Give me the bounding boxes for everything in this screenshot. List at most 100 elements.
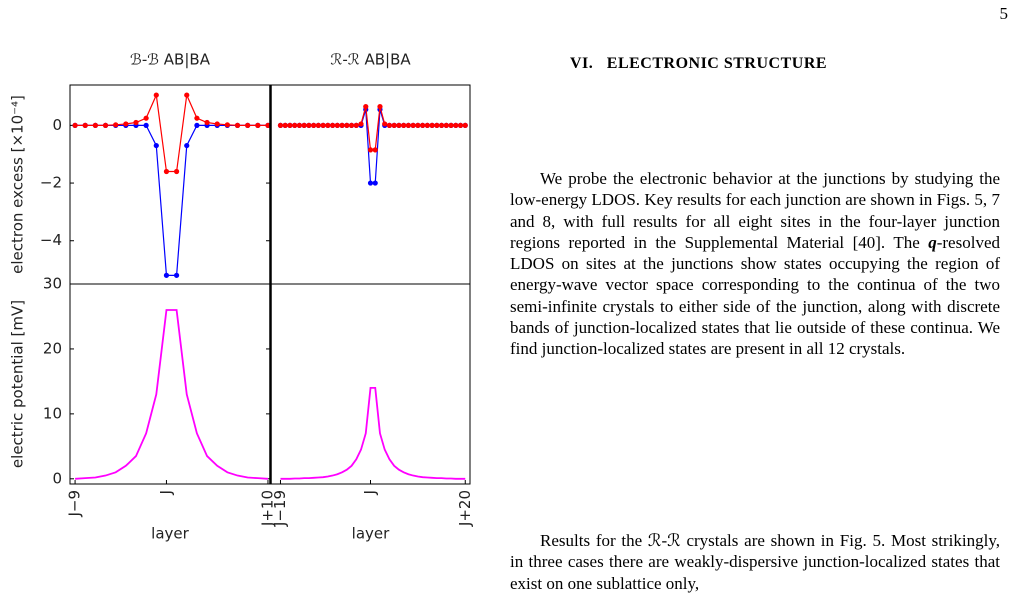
data-point — [194, 115, 200, 121]
text: q — [928, 232, 937, 252]
data-point — [306, 122, 312, 128]
data-point — [401, 122, 407, 128]
data-point — [344, 122, 350, 128]
series-line — [75, 92, 268, 173]
data-point — [410, 122, 416, 128]
data-point — [367, 180, 374, 186]
data-point — [163, 168, 170, 175]
data-point — [339, 122, 345, 128]
data-point — [367, 147, 374, 153]
x-axis-label: layer — [352, 525, 390, 543]
data-point — [173, 168, 180, 175]
x-tick-label: J−9 — [66, 490, 84, 518]
data-point — [348, 122, 355, 128]
data-point — [462, 122, 468, 128]
plot-frame — [69, 283, 271, 485]
data-point — [133, 119, 139, 126]
data-point — [72, 122, 78, 128]
data-point — [296, 122, 303, 128]
data-point — [382, 121, 388, 127]
series-line — [280, 109, 466, 184]
data-point — [386, 122, 393, 128]
x-tick-label: J+10 — [258, 490, 276, 527]
paragraph: We probe the electronic behavior at the … — [510, 168, 1000, 360]
data-point — [415, 122, 421, 128]
data-point — [194, 122, 200, 128]
y-tick-label: 0 — [52, 116, 62, 134]
text: -resolved LDOS on sites at the junctions… — [510, 232, 1000, 359]
data-point — [173, 272, 180, 278]
data-point — [405, 122, 412, 128]
y-tick-label: −2 — [40, 174, 62, 192]
data-point — [358, 121, 364, 127]
data-point — [443, 122, 449, 128]
data-point — [377, 104, 383, 110]
page-number: 5 — [999, 4, 1009, 23]
data-point — [424, 122, 430, 128]
series-line — [75, 124, 268, 276]
series-line — [280, 387, 466, 480]
data-point — [396, 122, 402, 128]
y-tick-label: 30 — [43, 275, 62, 293]
x-axis-label: layer — [151, 525, 189, 543]
data-point — [184, 92, 190, 98]
data-point — [353, 122, 359, 128]
data-point — [153, 92, 159, 98]
data-point — [277, 122, 284, 128]
x-tick-label: J+20 — [456, 490, 474, 527]
panel-title: ℛ-ℛ AB|BA — [330, 51, 411, 69]
y-tick-label: 10 — [43, 404, 62, 422]
data-point — [287, 122, 293, 128]
data-point — [438, 122, 445, 128]
data-point — [334, 122, 340, 128]
data-point — [214, 121, 220, 127]
data-point — [282, 122, 288, 128]
data-point — [311, 122, 317, 128]
data-point — [143, 122, 149, 128]
y-tick-label: −4 — [40, 231, 62, 249]
data-point — [329, 122, 336, 128]
text: We probe the electronic behavior at the … — [510, 169, 1000, 252]
series-line — [280, 106, 466, 151]
data-point — [245, 122, 251, 128]
data-point — [163, 272, 170, 278]
y-tick-label: 0 — [52, 469, 62, 487]
y-axis-label: electric potential [mV] — [9, 300, 27, 468]
data-point — [102, 122, 109, 128]
data-point — [391, 122, 397, 128]
panel-title: ℬ-ℬ AB|BA — [130, 51, 211, 69]
text: Results for the ℛ-ℛ crystals are shown i… — [510, 531, 1000, 593]
x-tick-label: J — [157, 490, 175, 495]
figure: −4 −2 0 ℬ-ℬ AB|BA electron excess [×10⁻⁴] ℛ-ℛ… — [9, 51, 474, 543]
page: {"page_number": "5", "heading": "VI. ELE… — [8, 4, 1009, 593]
data-point — [420, 122, 426, 128]
plot-frame — [270, 283, 471, 485]
section-heading: VI. ELECTRONIC STRUCTURE — [570, 55, 828, 72]
data-point — [292, 122, 298, 128]
data-point — [457, 122, 464, 128]
data-point — [429, 122, 435, 128]
data-point — [301, 122, 307, 128]
data-point — [204, 119, 210, 126]
data-point — [453, 122, 459, 128]
y-axis-label: electron excess [×10⁻⁴] — [9, 95, 27, 274]
data-point — [372, 180, 378, 186]
x-tick-label: J — [361, 490, 379, 495]
data-point — [434, 122, 440, 128]
data-point — [184, 142, 190, 149]
data-point — [448, 122, 454, 128]
data-point — [113, 122, 119, 128]
series-line — [75, 309, 269, 480]
data-point — [123, 121, 129, 127]
x-tick-label: J−19 — [271, 490, 289, 527]
paragraph: Results for the ℛ-ℛ crystals are shown i… — [510, 530, 1000, 594]
data-point — [82, 122, 88, 128]
data-point — [153, 142, 159, 149]
data-point — [372, 147, 378, 153]
plot-frame — [69, 84, 271, 285]
y-tick-label: 20 — [43, 339, 62, 357]
data-point — [315, 122, 321, 128]
data-point — [92, 122, 98, 128]
data-point — [234, 122, 241, 128]
data-point — [143, 115, 149, 121]
